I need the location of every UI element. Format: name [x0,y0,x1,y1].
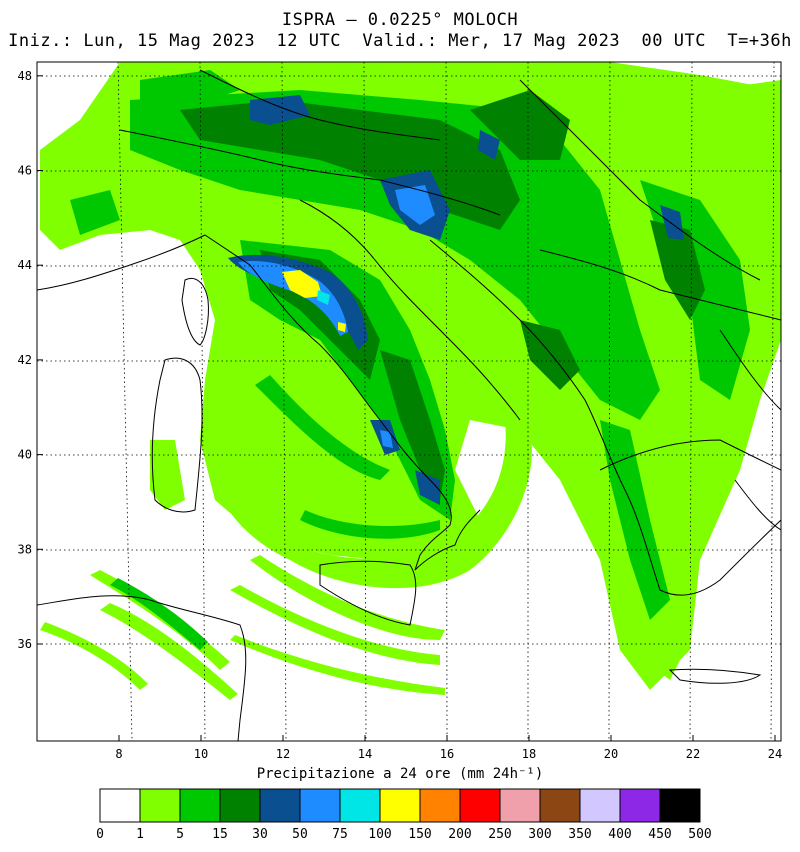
lon-tick-label: 10 [194,747,208,761]
colorbar-swatch [659,788,701,823]
map-title: ISPRA – 0.0225° MOLOCH [281,10,519,30]
latitude-axis: 36 38 40 42 44 46 48 [18,69,43,651]
graticule [37,61,781,742]
colorbar-swatch [139,788,181,823]
colorbar-swatch [619,788,661,823]
colorbar-swatch [99,788,141,823]
lon-tick-label: 20 [604,747,618,761]
colorbar-label: 150 [408,827,431,842]
colorbar-swatch [459,788,501,823]
longitude-axis: 810121416182022242628 [115,735,782,761]
lat-tick-label: 40 [18,448,32,462]
colorbar-label: 15 [212,827,228,842]
colorbar-swatch [219,788,261,823]
colorbar [99,788,701,823]
colorbar-swatch [539,788,581,823]
colorbar-labels: 0 1 5 15 30 50 75 100 150 200 250 300 350 400 450 500 [96,827,712,842]
colorbar-label: 500 [688,827,711,842]
colorbar-label: 75 [332,827,348,842]
lon-tick-label: 8 [115,747,122,761]
colorbar-swatch [419,788,461,823]
colorbar-label: 200 [448,827,471,842]
lon-tick-label: 24 [768,747,782,761]
colorbar-label: 50 [292,827,308,842]
lat-tick-label: 46 [18,164,32,178]
precipitation-field [37,62,781,741]
colorbar-label: 1 [136,827,144,842]
colorbar-label: 450 [648,827,671,842]
map-frame [36,61,782,742]
colorbar-swatch [379,788,421,823]
lon-tick-label: 14 [358,747,372,761]
lat-tick-label: 36 [18,637,32,651]
colorbar-swatch [179,788,221,823]
lon-tick-label: 12 [276,747,290,761]
colorbar-label: 400 [608,827,631,842]
colorbar-swatch [339,788,381,823]
colorbar-label: 5 [176,827,184,842]
lon-tick-label: 16 [440,747,454,761]
map-subtitle: Iniz.: Lun, 15 Mag 2023 12 UTC Valid.: M… [8,31,792,51]
lat-tick-label: 48 [18,69,32,83]
colorbar-label: 250 [488,827,511,842]
colorbar-swatch [579,788,621,823]
colorbar-label: 0 [96,827,104,842]
lon-tick-label: 18 [522,747,536,761]
lat-tick-label: 38 [18,542,32,556]
colorbar-swatch [299,788,341,823]
colorbar-label: 350 [568,827,591,842]
colorbar-label: 100 [368,827,391,842]
colorbar-swatch [259,788,301,823]
colorbar-label: 30 [252,827,268,842]
colorbar-title: Precipitazione a 24 ore (mm 24h⁻¹) [256,766,544,782]
colorbar-label: 300 [528,827,551,842]
lat-tick-label: 44 [18,258,32,272]
colorbar-swatch [499,788,541,823]
lat-tick-label: 42 [18,353,32,367]
lon-tick-label: 22 [686,747,700,761]
